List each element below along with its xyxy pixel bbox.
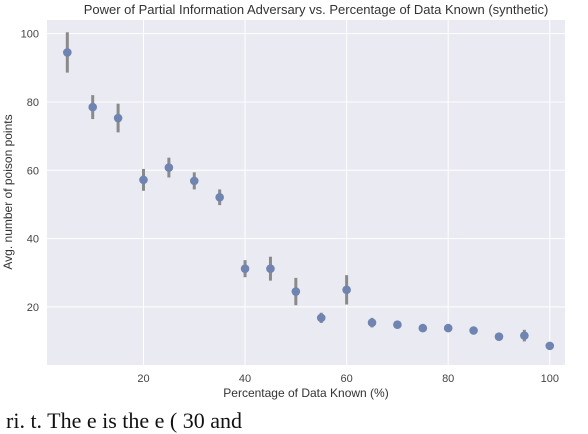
plot-area bbox=[47, 20, 565, 365]
data-points bbox=[63, 32, 555, 351]
data-point-12 bbox=[367, 318, 377, 327]
data-point-18 bbox=[520, 331, 529, 340]
x-tick-label-2: 60 bbox=[341, 373, 353, 385]
data-point-4 bbox=[164, 163, 174, 172]
data-point-7 bbox=[240, 264, 250, 273]
caption-text: ri. t. The e is the e ( 30 and bbox=[6, 408, 243, 433]
chart-title: Power of Partial Information Adversary v… bbox=[84, 2, 549, 17]
data-point-10 bbox=[316, 313, 326, 323]
data-point-1 bbox=[88, 102, 98, 112]
y-axis-label: Avg. number of poison points bbox=[1, 114, 15, 269]
x-tick-label-1: 40 bbox=[239, 373, 251, 385]
x-tick-label-3: 80 bbox=[442, 373, 454, 385]
x-axis-label: Percentage of Data Known (%) bbox=[223, 386, 388, 400]
tick-labels: 20 40 60 80 100 20 40 60 80 100 bbox=[21, 29, 559, 385]
data-point-2 bbox=[113, 113, 123, 123]
x-tick-label-4: 100 bbox=[541, 373, 559, 385]
data-point-0 bbox=[63, 48, 72, 57]
y-tick-label-3: 80 bbox=[27, 97, 39, 109]
y-tick-label-1: 40 bbox=[27, 234, 39, 246]
data-point-11 bbox=[342, 285, 351, 295]
y-tick-label-4: 100 bbox=[21, 29, 39, 41]
grid-lines bbox=[47, 20, 565, 365]
data-point-6 bbox=[215, 192, 224, 202]
data-point-9 bbox=[291, 287, 301, 296]
data-point-14 bbox=[418, 323, 428, 333]
data-point-3 bbox=[139, 175, 148, 185]
data-point-19 bbox=[545, 341, 555, 351]
data-point-17 bbox=[494, 332, 504, 341]
data-point-5 bbox=[189, 176, 199, 186]
data-point-15 bbox=[443, 323, 453, 333]
data-point-13 bbox=[393, 320, 402, 329]
data-point-8 bbox=[266, 264, 275, 273]
y-tick-label-2: 60 bbox=[27, 165, 39, 177]
x-tick-label-0: 20 bbox=[137, 373, 149, 385]
y-tick-label-0: 20 bbox=[27, 302, 39, 314]
data-point-16 bbox=[469, 326, 478, 335]
